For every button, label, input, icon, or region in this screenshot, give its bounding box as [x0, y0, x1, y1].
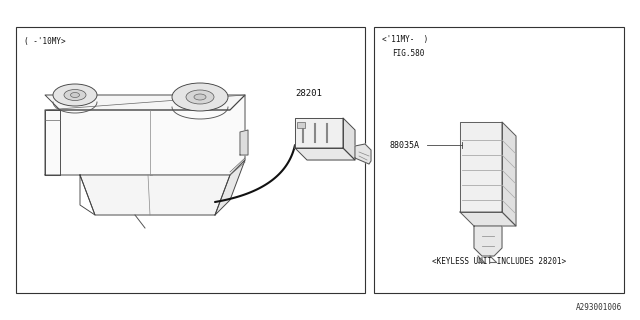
Polygon shape [45, 95, 245, 110]
Text: 28201: 28201 [295, 89, 322, 98]
Polygon shape [295, 148, 355, 160]
Bar [16, 27, 365, 293]
Ellipse shape [186, 90, 214, 104]
Polygon shape [215, 160, 245, 215]
Polygon shape [240, 130, 248, 155]
Bar [297, 122, 305, 128]
Text: ( -'10MY>: ( -'10MY> [24, 37, 66, 46]
Polygon shape [460, 122, 502, 212]
Bar [374, 27, 624, 293]
Polygon shape [460, 212, 516, 226]
Polygon shape [295, 118, 343, 148]
Ellipse shape [194, 94, 206, 100]
Ellipse shape [172, 83, 228, 111]
Ellipse shape [53, 84, 97, 106]
Text: 88035A: 88035A [389, 140, 419, 149]
Ellipse shape [70, 92, 79, 98]
Text: A293001006: A293001006 [576, 303, 622, 312]
Text: <KEYLESS UNIT INCLUDES 28201>: <KEYLESS UNIT INCLUDES 28201> [432, 257, 566, 266]
Text: FIG.580: FIG.580 [392, 49, 424, 58]
Polygon shape [45, 110, 60, 175]
Ellipse shape [64, 90, 86, 100]
Polygon shape [343, 118, 355, 160]
Polygon shape [474, 226, 502, 256]
Polygon shape [502, 122, 516, 226]
Polygon shape [355, 144, 371, 164]
Text: <'11MY-  ): <'11MY- ) [382, 35, 428, 44]
Polygon shape [45, 95, 245, 175]
Polygon shape [80, 175, 230, 215]
